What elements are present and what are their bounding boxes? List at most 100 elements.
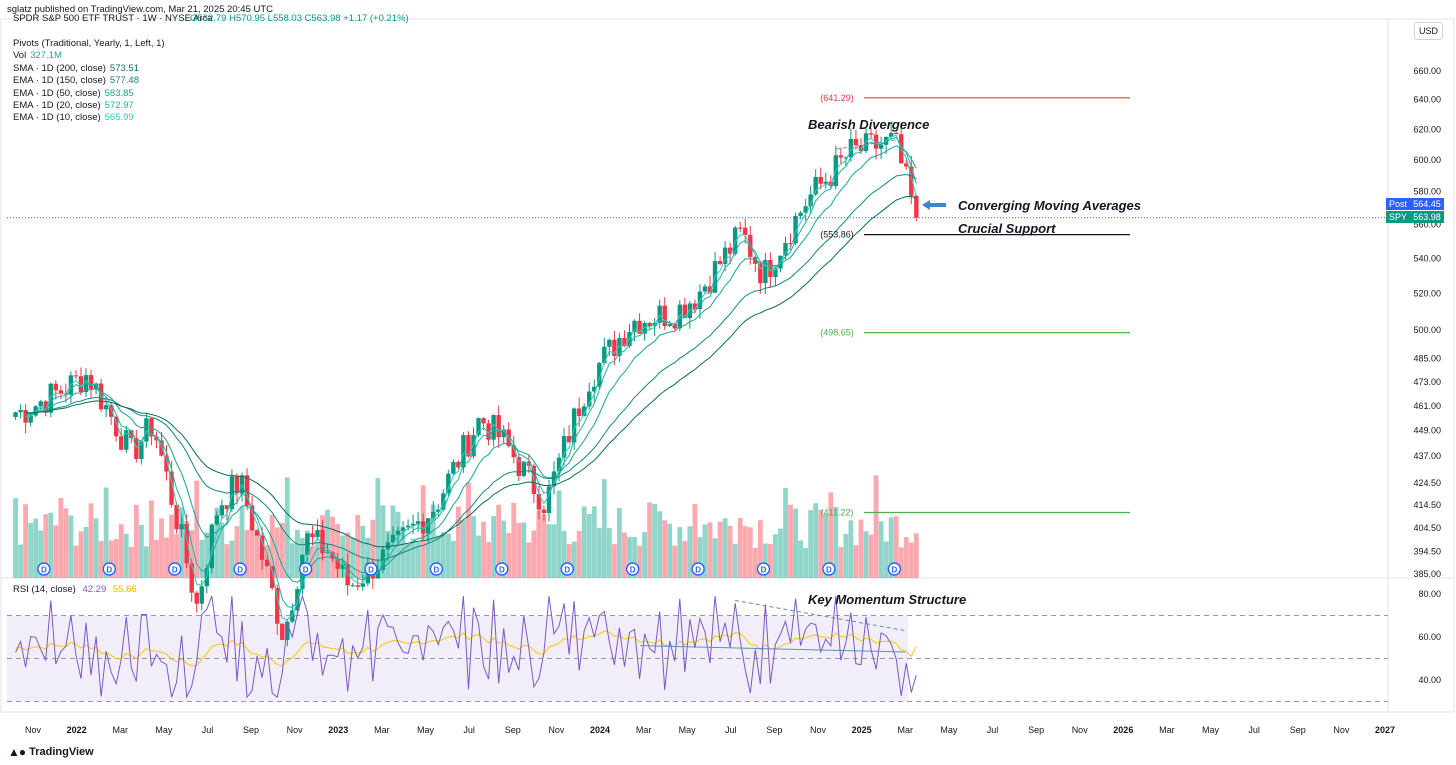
candle-body bbox=[657, 305, 662, 323]
candle-body bbox=[647, 323, 652, 327]
candle-body bbox=[310, 533, 315, 538]
volume-bar bbox=[83, 526, 89, 578]
candle-body bbox=[873, 134, 879, 149]
candle-body bbox=[43, 401, 48, 413]
volume-bar bbox=[747, 527, 753, 578]
candle-body bbox=[400, 527, 406, 531]
candle-body bbox=[194, 592, 199, 604]
volume-bar bbox=[898, 547, 904, 578]
spy-value: 563.98 bbox=[1413, 212, 1441, 222]
volume-bar bbox=[400, 529, 406, 578]
volume-bar bbox=[677, 527, 683, 578]
dividend-marker bbox=[495, 562, 509, 576]
dividend-letter: D bbox=[41, 566, 47, 575]
price-tick-label: 540.00 bbox=[1413, 253, 1441, 263]
volume-bar bbox=[868, 534, 874, 578]
legend-label: EMA · 1D (20, close) bbox=[13, 100, 101, 111]
time-tick-label: Jul bbox=[1248, 725, 1260, 735]
divergence-trendline bbox=[835, 139, 897, 150]
volume-bar bbox=[113, 538, 119, 578]
moving-average-line bbox=[25, 145, 917, 583]
volume-bar bbox=[199, 539, 205, 578]
candle-body bbox=[285, 621, 290, 640]
candle-body bbox=[642, 323, 647, 334]
legend-value: 577.48 bbox=[109, 75, 139, 87]
candle-body bbox=[259, 535, 265, 560]
dividend-letter: D bbox=[237, 566, 243, 575]
candle-body bbox=[270, 566, 275, 588]
candle-body bbox=[894, 132, 899, 135]
candle-body bbox=[149, 418, 154, 437]
time-tick-label: Mar bbox=[112, 725, 128, 735]
volume-bar bbox=[702, 524, 708, 578]
volume-bar bbox=[767, 544, 773, 578]
candle-body bbox=[58, 390, 64, 394]
dividend-marker bbox=[887, 562, 902, 576]
time-tick-label: Mar bbox=[374, 725, 390, 735]
volume-bar bbox=[742, 526, 748, 578]
tradingview-logo-icon: ▲● bbox=[8, 745, 26, 759]
dividend-letter: D bbox=[891, 566, 897, 575]
volume-bar bbox=[496, 504, 502, 578]
legend-row: EMA · 1D (10, close) 565.99 bbox=[13, 112, 134, 124]
volume-bar bbox=[647, 502, 653, 578]
candle-body bbox=[345, 564, 350, 586]
candle-body bbox=[169, 471, 174, 505]
volume-bar bbox=[239, 506, 245, 578]
volume-bar bbox=[476, 535, 481, 578]
candle-body bbox=[662, 305, 667, 326]
volume-bar bbox=[672, 545, 678, 578]
post-value: 564.45 bbox=[1413, 199, 1441, 209]
candle-body bbox=[501, 429, 506, 438]
candle-body bbox=[108, 405, 114, 417]
price-tick-label: 424.50 bbox=[1413, 478, 1441, 488]
candle-body bbox=[119, 436, 124, 450]
candle-body bbox=[179, 524, 184, 530]
candle-body bbox=[687, 303, 693, 319]
time-tick-label: Nov bbox=[810, 725, 827, 735]
volume-bar bbox=[757, 520, 763, 578]
time-tick-label: Sep bbox=[1290, 725, 1306, 735]
volume-bar bbox=[591, 506, 597, 578]
time-tick-label: Nov bbox=[1072, 725, 1089, 735]
volume-bar bbox=[893, 516, 899, 578]
dividend-marker bbox=[691, 562, 705, 576]
tradingview-logo[interactable]: ▲● TradingView bbox=[8, 745, 94, 759]
candle-body bbox=[420, 521, 426, 534]
volume-bar bbox=[642, 532, 647, 578]
volume-bar bbox=[415, 541, 421, 578]
pivot-label: (553.86) bbox=[820, 230, 854, 240]
volume-bar bbox=[440, 532, 446, 578]
volume-bar bbox=[727, 525, 733, 578]
candle-body bbox=[320, 529, 325, 554]
volume-bar bbox=[33, 518, 39, 578]
legend-row: EMA · 1D (50, close) 583.85 bbox=[13, 88, 134, 100]
volume-bar bbox=[788, 504, 793, 578]
volume-bar bbox=[169, 514, 174, 578]
candle-body bbox=[451, 461, 456, 474]
logo-text: TradingView bbox=[29, 746, 94, 758]
currency-button[interactable]: USD bbox=[1414, 22, 1443, 40]
dividend-marker bbox=[364, 562, 378, 576]
time-tick-label: May bbox=[1202, 725, 1220, 735]
volume-bar bbox=[471, 516, 476, 578]
volume-bar bbox=[848, 520, 854, 578]
volume-bar bbox=[622, 532, 627, 578]
rsi-value: 42.29 bbox=[82, 584, 107, 595]
volume-bar bbox=[888, 517, 894, 578]
volume-bar bbox=[450, 540, 456, 578]
candle-body bbox=[249, 505, 255, 531]
candle-body bbox=[582, 406, 587, 416]
volume-bar bbox=[828, 492, 834, 578]
candle-body bbox=[732, 227, 738, 254]
time-tick-label: Nov bbox=[1333, 725, 1350, 735]
volume-bar bbox=[808, 510, 814, 578]
chart-frame bbox=[0, 18, 1455, 713]
annotation-crucial-support: Crucial Support bbox=[958, 221, 1056, 236]
volume-bar bbox=[330, 516, 335, 578]
dividend-marker bbox=[168, 562, 182, 576]
volume-bar bbox=[516, 522, 522, 578]
candle-body bbox=[164, 455, 169, 472]
time-tick-label: 2026 bbox=[1113, 725, 1133, 735]
